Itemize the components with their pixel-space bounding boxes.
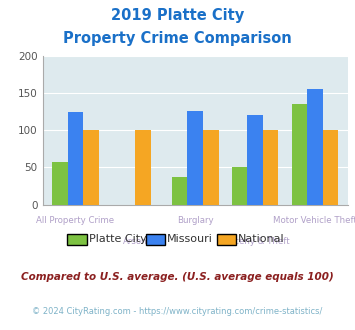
Text: Property Crime Comparison: Property Crime Comparison (63, 31, 292, 46)
Text: National: National (238, 234, 284, 244)
Bar (135, 130, 151, 205)
Bar (68, 112, 83, 205)
Text: Burglary: Burglary (177, 216, 214, 225)
Bar (263, 130, 278, 205)
Bar (323, 130, 338, 205)
Bar (232, 168, 247, 205)
Text: Platte City: Platte City (89, 234, 147, 244)
Bar (307, 89, 323, 205)
Text: All Property Crime: All Property Crime (37, 216, 115, 225)
Bar (291, 104, 307, 205)
Bar (187, 111, 203, 205)
Text: Arson: Arson (123, 237, 148, 246)
Bar (52, 162, 68, 205)
Bar (203, 130, 219, 205)
Text: 2019 Platte City: 2019 Platte City (111, 8, 244, 23)
Bar (83, 130, 99, 205)
Text: Compared to U.S. average. (U.S. average equals 100): Compared to U.S. average. (U.S. average … (21, 272, 334, 282)
Text: Missouri: Missouri (167, 234, 213, 244)
Bar (172, 177, 187, 205)
Text: Motor Vehicle Theft: Motor Vehicle Theft (273, 216, 355, 225)
Text: © 2024 CityRating.com - https://www.cityrating.com/crime-statistics/: © 2024 CityRating.com - https://www.city… (32, 307, 323, 316)
Bar (247, 115, 263, 205)
Text: Larceny & Theft: Larceny & Theft (221, 237, 289, 246)
